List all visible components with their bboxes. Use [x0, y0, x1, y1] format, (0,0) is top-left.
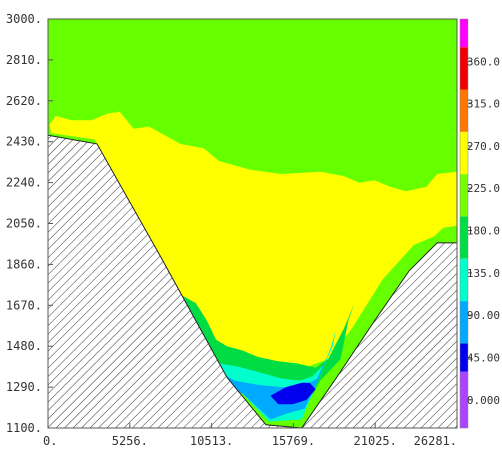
x-tick-label: 5256.: [112, 434, 148, 448]
y-tick-label: 2050.: [6, 217, 42, 231]
colorbar-band-2: [460, 301, 468, 344]
colorbar-tick-label: 0.000: [467, 394, 500, 407]
contour-region-0: [49, 111, 457, 370]
colorbar-band-8: [460, 47, 468, 90]
y-tick-label: 1290.: [6, 380, 42, 394]
colorbar-band-6: [460, 131, 468, 175]
contour-region-3: [205, 357, 327, 420]
y-tick-label: 1860.: [6, 257, 42, 271]
contour-region-5: [270, 382, 316, 405]
plot-area: [48, 19, 457, 428]
colorbar-band-0: [460, 371, 468, 428]
axes: 0. 5256. 10513. 15769. 21025. 26281. 3000. 2810…: [6, 12, 458, 448]
colorbar-tick-label: 45.00: [467, 351, 500, 364]
x-tick-label: 0.: [43, 434, 57, 448]
terrain-outline: [48, 134, 457, 428]
y-tick-label: 1100.: [6, 421, 42, 435]
colorbar-frame: [459, 18, 469, 429]
colorbar-tick-label: 315.0: [467, 98, 500, 111]
colorbar-band-5: [460, 174, 468, 217]
colorbar-band-4: [460, 216, 468, 259]
colorbar-tick-label: 90.00: [467, 309, 500, 322]
y-tick-label: 2240.: [6, 176, 42, 190]
colorbar-band-3: [460, 258, 468, 302]
colorbar-band-7: [460, 89, 468, 132]
terrain-hatch: [48, 135, 457, 428]
y-tick-label: 1670.: [6, 298, 42, 312]
colorbar-band-1: [460, 343, 468, 372]
x-tick-label: 15769.: [272, 434, 315, 448]
colorbar: 0.000 45.00 90.00 135.0 180.0 225.0 270.0 315.0…: [459, 18, 500, 429]
y-tick-label: 2810.: [6, 53, 42, 67]
y-tick-label: 1480.: [6, 339, 42, 353]
colorbar-tick-label: 360.0: [467, 55, 500, 68]
colorbar-tick-label: 135.0: [467, 267, 500, 280]
x-tick-label: 10513.: [190, 434, 233, 448]
colorbar-tick-label: 225.0: [467, 182, 500, 195]
colorbar-tick-label: 270.0: [467, 140, 500, 153]
y-tick-label: 2430.: [6, 135, 42, 149]
x-tick-label: 21025.: [354, 434, 397, 448]
x-tick-label: 26281.: [414, 434, 457, 448]
colorbar-band-9: [460, 19, 468, 48]
y-tick-label: 3000.: [6, 12, 42, 26]
y-tick-label: 2620.: [6, 94, 42, 108]
colorbar-tick-label: 180.0: [467, 225, 500, 238]
